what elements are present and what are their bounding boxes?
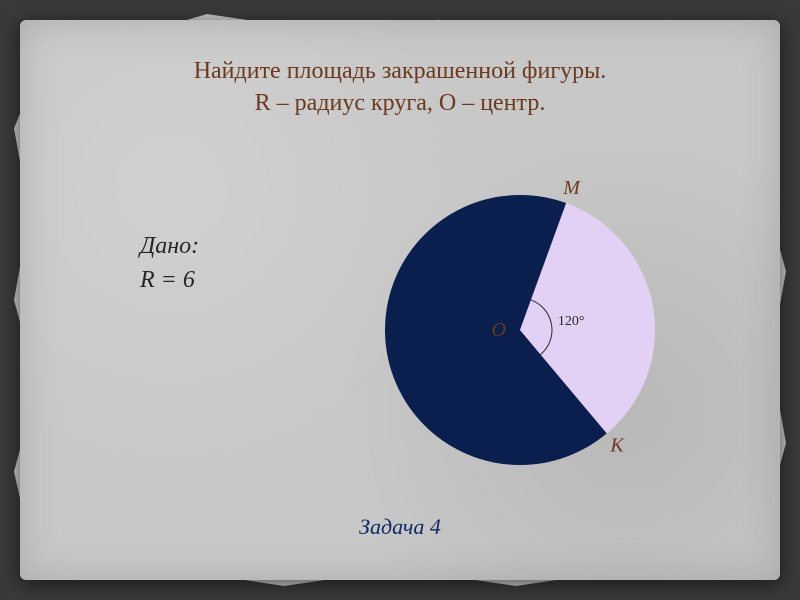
paper-background: Найдите площадь закрашенной фигуры. R – … (20, 20, 780, 580)
given-block: Дано: R = 6 (140, 230, 199, 297)
title-block: Найдите площадь закрашенной фигуры. R – … (20, 55, 780, 120)
given-label: Дано: (140, 230, 199, 264)
point-label-K: K (609, 435, 625, 457)
point-label-M: M (562, 177, 581, 199)
center-label: O (492, 319, 506, 341)
title-line-2: R – радиус круга, O – центр. (20, 87, 780, 119)
problem-label: Задача 4 (20, 514, 780, 540)
given-value: R = 6 (140, 264, 199, 298)
angle-label: 120° (558, 314, 585, 329)
circle-chart: O 120° M K (360, 170, 680, 490)
title-line-1: Найдите площадь закрашенной фигуры. (20, 55, 780, 87)
circle-svg: O 120° M K (360, 170, 680, 490)
